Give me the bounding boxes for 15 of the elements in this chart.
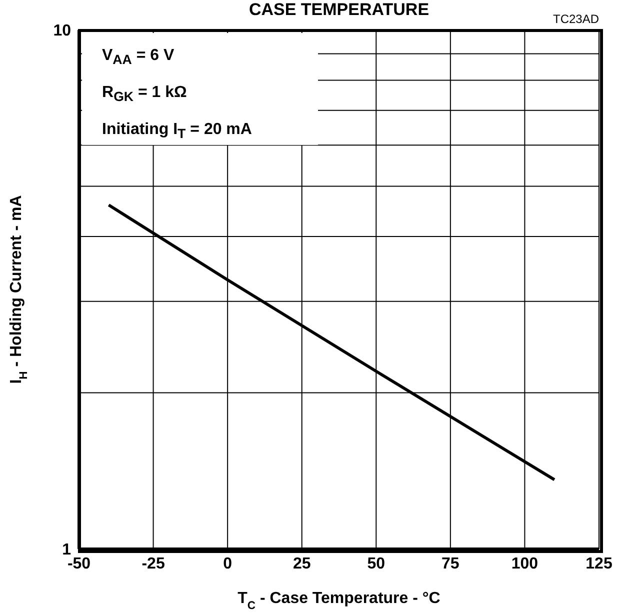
x-tick-label: 50 (367, 555, 386, 572)
x-tick-label: 75 (442, 555, 460, 572)
chart-title: CASE TEMPERATURE (248, 0, 430, 19)
annotation: V$_{AA}$ = 6 V (102, 46, 176, 70)
annotation: R$_{GK}$ = 1 kΩ (102, 83, 188, 106)
x-tick-label: 0 (223, 555, 232, 572)
x-tick-label: -25 (142, 555, 165, 572)
x-tick-label: 25 (292, 555, 311, 572)
y-tick-label: 10 (53, 22, 72, 40)
x-axis-title: T$_{C}$ - Case Temperature - °C (238, 590, 441, 612)
text: TC23AD (552, 12, 599, 26)
note-box: V$_{AA}$ = 6 V R$_{GK}$ = 1 kΩ Initiating I$_{T}$ = 20 mA (82, 33, 318, 145)
annotation: Initiating I$_{T}$ = 20 mA (102, 120, 253, 144)
x-tick-label: 125 (586, 555, 612, 572)
x-tick-label: 100 (511, 555, 538, 572)
